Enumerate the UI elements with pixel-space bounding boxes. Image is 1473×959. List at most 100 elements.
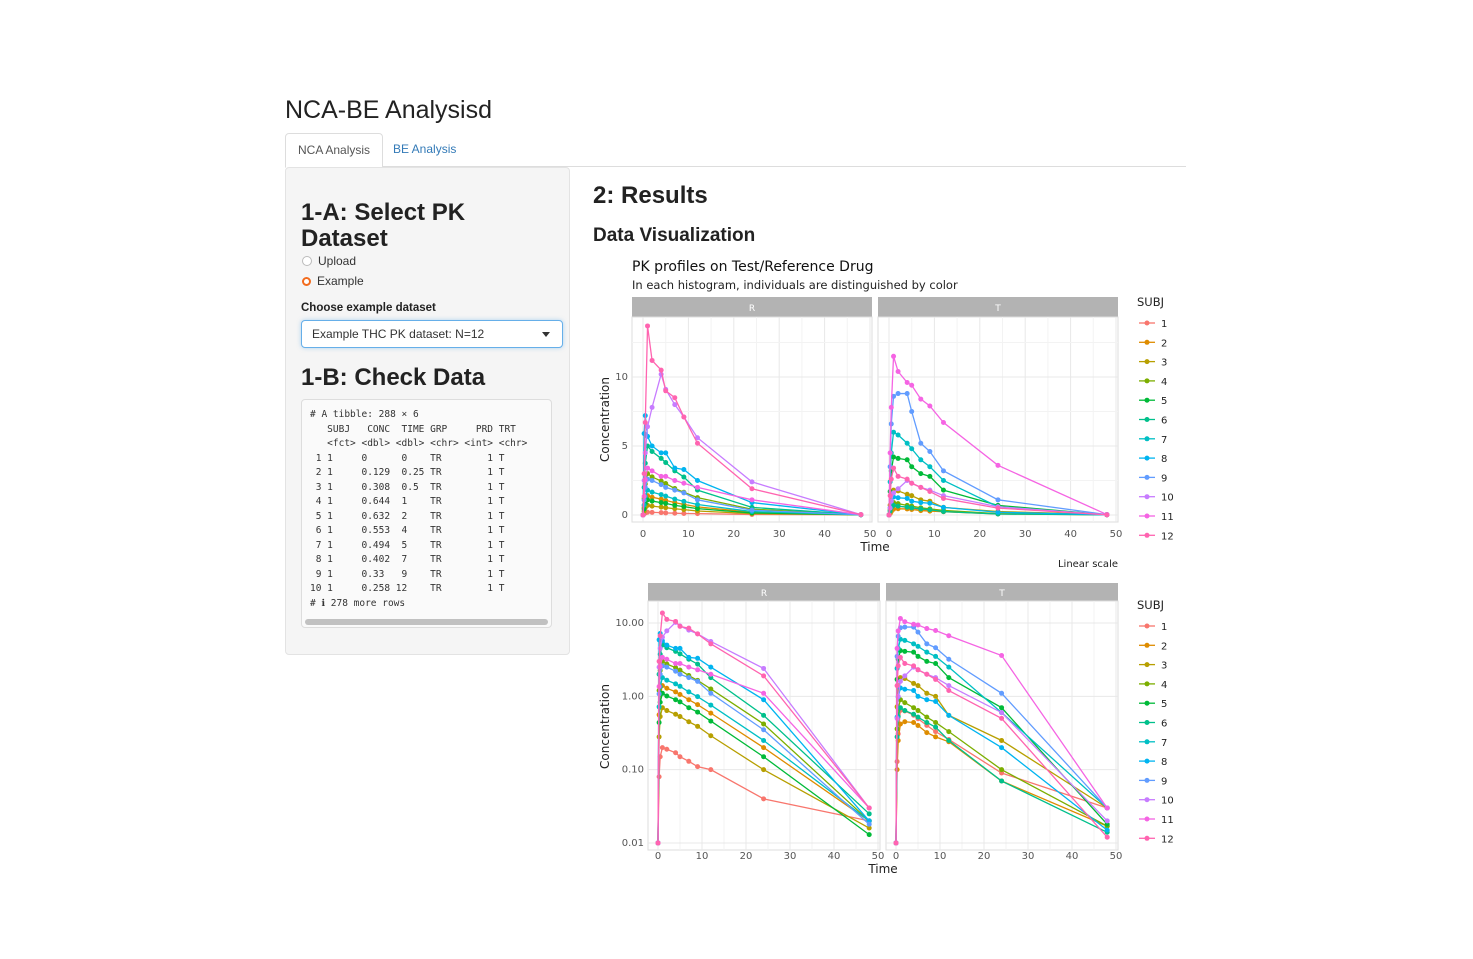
data-point [999, 737, 1005, 743]
legend-key-point [1144, 417, 1150, 422]
x-tick-label: 40 [818, 529, 831, 540]
data-point [915, 693, 921, 699]
data-point [918, 396, 924, 402]
tab-nca-analysis[interactable]: NCA Analysis [285, 133, 384, 168]
data-point [694, 506, 700, 512]
data-point [995, 497, 1001, 503]
data-point [902, 624, 908, 630]
data-point [761, 737, 767, 743]
x-tick-label: 30 [1019, 529, 1032, 540]
data-point [1104, 834, 1110, 840]
tab-be-analysis[interactable]: BE Analysis [393, 142, 457, 156]
data-point [659, 654, 665, 660]
data-point [749, 486, 755, 492]
data-point [915, 683, 921, 689]
x-tick-label: 0 [893, 851, 899, 862]
x-tick-label: 50 [1110, 851, 1123, 862]
page-title: NCA-BE Analysisd [285, 96, 493, 124]
y-axis-label: Concentration [598, 377, 612, 462]
legend-key-point [1144, 623, 1150, 629]
data-point [946, 688, 952, 694]
data-point [761, 665, 767, 671]
legend-title: SUBJ [1137, 598, 1164, 612]
data-point [911, 680, 917, 686]
data-point [649, 404, 655, 410]
data-point [927, 500, 933, 506]
data-point [946, 683, 952, 689]
data-point [686, 625, 692, 631]
x-axis-label: Time [859, 540, 889, 554]
horizontal-scrollbar[interactable] [305, 619, 548, 625]
y-tick-label: 0.10 [622, 765, 644, 776]
data-point [911, 705, 917, 711]
data-point [681, 466, 687, 472]
data-point [888, 404, 894, 410]
radio-example[interactable]: Example [302, 274, 364, 288]
data-point [663, 505, 669, 511]
data-point [911, 688, 917, 694]
x-tick-label: 40 [828, 851, 841, 862]
data-point [663, 484, 669, 490]
data-point [749, 497, 755, 503]
data-point [708, 686, 714, 692]
data-point [915, 723, 921, 729]
data-point [866, 832, 872, 838]
data-point [695, 678, 701, 684]
legend-label: 5 [1161, 699, 1167, 710]
data-point [677, 661, 683, 667]
data-point [658, 496, 664, 502]
legend-key-point [1144, 777, 1150, 783]
data-point [686, 675, 692, 681]
example-dataset-select[interactable]: Example THC PK dataset: N=12 [301, 320, 563, 348]
x-tick-label: 40 [1066, 851, 1079, 862]
data-point [887, 450, 893, 456]
x-tick-label: 20 [727, 529, 740, 540]
y-tick-label: 10 [615, 372, 628, 383]
legend-label: 4 [1161, 680, 1167, 691]
data-point [749, 507, 755, 513]
data-point [673, 645, 679, 651]
x-tick-label: 30 [1022, 851, 1035, 862]
sidebar-panel: 1-A: Select PK Dataset Upload Example Ch… [285, 167, 570, 655]
data-point [909, 498, 915, 504]
data-point [708, 733, 714, 739]
data-point [995, 462, 1001, 468]
data-point [708, 664, 714, 670]
data-point [686, 654, 692, 660]
data-point [664, 746, 670, 752]
data-point [918, 440, 924, 446]
data-point [761, 796, 767, 802]
series-line-subj-1 [657, 746, 870, 844]
radio-upload[interactable]: Upload [302, 254, 356, 268]
data-point [911, 719, 917, 725]
data-point [708, 690, 714, 696]
legend-label: 12 [1161, 834, 1174, 845]
data-point [708, 702, 714, 708]
data-point [658, 455, 664, 461]
data-point [897, 721, 903, 727]
data-point [673, 697, 679, 703]
data-point [911, 663, 917, 669]
data-point [659, 745, 665, 751]
data-point [761, 767, 767, 773]
tab-bar: NCA Analysis BE Analysis [285, 133, 1186, 168]
data-point [895, 391, 901, 397]
data-point [694, 440, 700, 446]
section-check-data-heading: 1-B: Check Data [301, 364, 486, 391]
y-tick-label: 0.01 [622, 838, 644, 849]
data-point [866, 821, 872, 827]
legend-key-point [1144, 835, 1150, 841]
x-tick-label: 20 [973, 529, 986, 540]
data-point [946, 664, 952, 670]
data-point [918, 471, 924, 477]
legend-label: 11 [1161, 512, 1174, 523]
data-point [658, 478, 664, 484]
data-point [677, 667, 683, 673]
data-point [649, 443, 655, 449]
legend-label: 2 [1161, 338, 1167, 349]
legend-key-point [1144, 642, 1150, 648]
legend-label: 2 [1161, 641, 1167, 652]
data-point [657, 633, 663, 639]
data-point [999, 778, 1005, 784]
data-point [999, 710, 1005, 716]
